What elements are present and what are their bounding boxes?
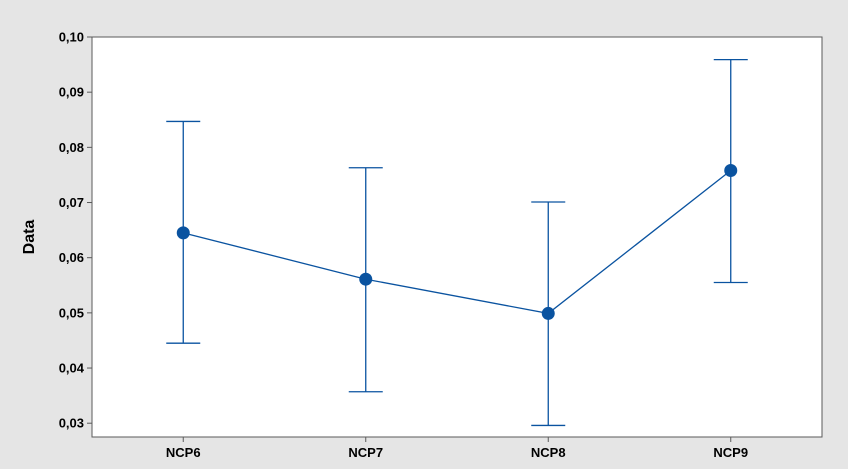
x-tick-label: NCP7 — [348, 445, 383, 460]
y-tick-label: 0,10 — [59, 30, 84, 45]
plot-area — [91, 36, 823, 438]
x-axis: NCP6 NCP7 NCP8 NCP9 — [166, 437, 748, 460]
y-tick-label: 0,07 — [59, 195, 84, 210]
y-tick-label: 0,04 — [59, 361, 85, 376]
mean-point — [724, 164, 738, 178]
y-axis-title: Data — [21, 220, 38, 255]
y-tick-label: 0,08 — [59, 140, 84, 155]
y-tick-label: 0,09 — [59, 85, 84, 100]
x-tick-label: NCP6 — [166, 445, 201, 460]
y-axis: 0,03 0,04 0,05 0,06 0,07 0,08 0,09 0,10 — [59, 30, 92, 431]
mean-line — [183, 170, 732, 315]
y-tick-label: 0,06 — [59, 250, 84, 265]
mean-point — [359, 272, 373, 286]
mean-point — [176, 226, 190, 240]
series-layer — [166, 58, 748, 427]
y-tick-label: 0,05 — [59, 305, 84, 320]
mean-point — [541, 306, 555, 320]
y-tick-label: 0,03 — [59, 416, 84, 431]
x-tick-label: NCP8 — [531, 445, 566, 460]
x-tick-label: NCP9 — [713, 445, 748, 460]
